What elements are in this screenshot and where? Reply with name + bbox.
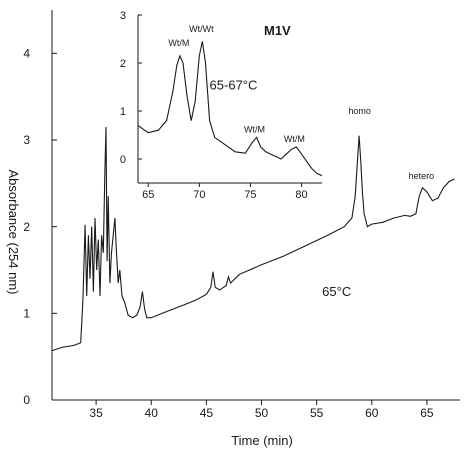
main-peak-label: homo <box>348 106 371 116</box>
main-temperature-label: 65°C <box>322 284 351 299</box>
main-chart: 35 40 45 50 55 60 65 0 1 2 3 4 homo hetero 65°C Time … <box>6 10 460 448</box>
inset-y-tick-label: 3 <box>120 10 126 22</box>
inset-x-tick-label: 80 <box>295 189 307 201</box>
main-y-tick-label: 4 <box>23 47 30 61</box>
inset-y-tick-label: 1 <box>120 106 126 118</box>
main-x-tick-label: 40 <box>145 406 159 420</box>
inset-title: M1V <box>264 23 291 38</box>
main-x-tick-label: 65 <box>420 406 434 420</box>
inset-peak-label: Wt/M <box>244 125 265 135</box>
inset-y-tick-label: 2 <box>120 58 126 70</box>
inset-x-tick-label: 65 <box>142 189 154 201</box>
main-y-tick-label: 2 <box>23 220 30 234</box>
inset-series-line <box>137 41 323 177</box>
main-x-tick-label: 55 <box>310 406 324 420</box>
inset-peak-label: Wt/M <box>284 134 305 144</box>
inset-temperature-label: 65-67°C <box>210 77 258 92</box>
inset-peak-label: Wt/M <box>168 38 189 48</box>
main-x-tick-label: 50 <box>255 406 269 420</box>
inset-y-tick-label: 0 <box>120 154 126 166</box>
main-peak-label: hetero <box>409 171 435 181</box>
inset-x-tick-label: 70 <box>193 189 205 201</box>
main-y-tick-label: 1 <box>23 307 30 321</box>
main-y-tick-label: 0 <box>23 393 30 407</box>
inset-peak-label: Wt/Wt <box>189 24 214 34</box>
x-axis-title: Time (min) <box>231 433 293 448</box>
main-x-tick-label: 35 <box>89 406 103 420</box>
y-axis-title: Absorbance (254 nm) <box>6 169 21 294</box>
main-series-line <box>51 126 455 352</box>
inset-x-tick-label: 75 <box>244 189 256 201</box>
main-x-tick-label: 45 <box>200 406 214 420</box>
main-x-tick-label: 60 <box>365 406 379 420</box>
main-y-tick-label: 3 <box>23 133 30 147</box>
